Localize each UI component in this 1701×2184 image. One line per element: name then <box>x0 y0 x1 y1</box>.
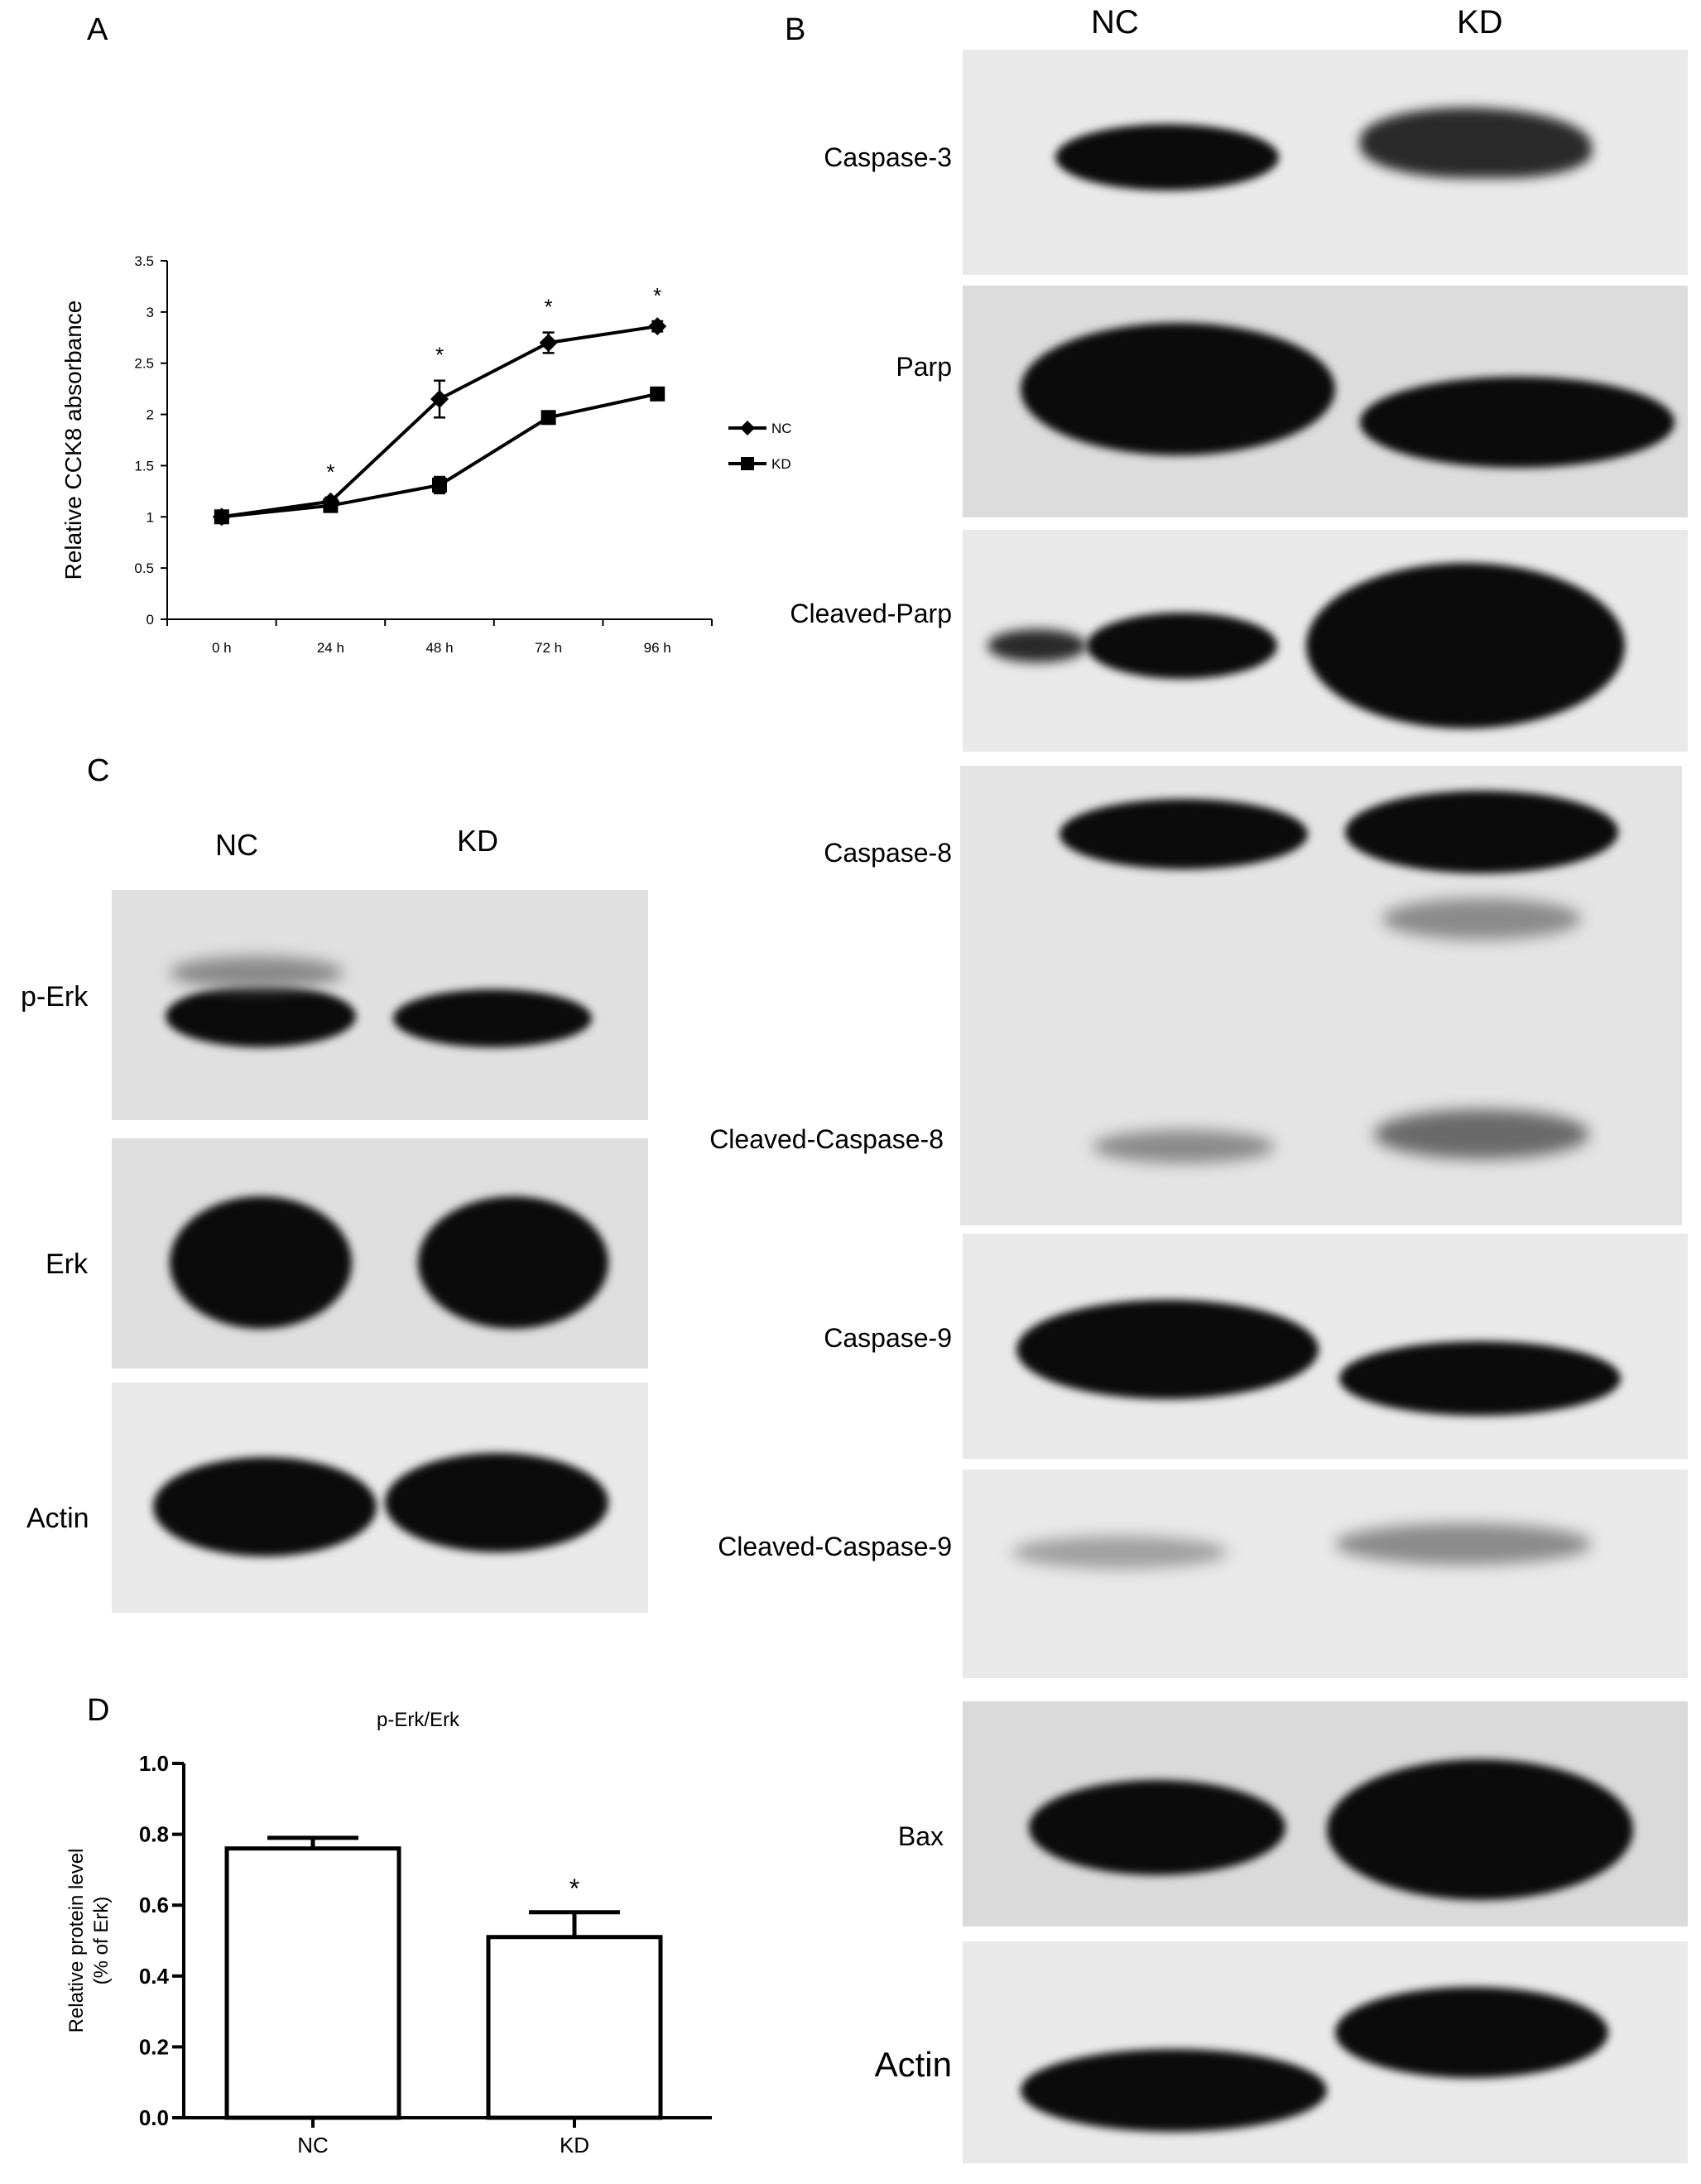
y-axis-title: Relative protein level <box>65 1849 88 2033</box>
blot-label-parp: Parp <box>896 352 952 382</box>
c-blot-label-p-erk: p-Erk <box>21 981 89 1013</box>
blot-caspase-9 <box>963 1234 1688 1459</box>
legend-label-nc: NC <box>771 421 792 436</box>
y-tick-label: 0.5 <box>134 560 154 576</box>
blot-label-actin: Actin <box>874 2045 952 2084</box>
point-kd <box>214 509 229 525</box>
bar-kd <box>486 1935 663 2120</box>
significance-marker: * <box>435 343 444 368</box>
blot-erk <box>112 1138 648 1369</box>
c-lane-header-nc: NC <box>215 828 258 862</box>
cck8-line-chart: 0 0.5 1 1.5 2 2.5 3 3.5 0 h 24 h 48 h 72 h 96 h Relat… <box>60 253 792 656</box>
blot-label-caspase-8: Caspase-8 <box>824 838 952 868</box>
blot-label-cleaved-caspase-8: Cleaved-Caspase-8 <box>709 1124 944 1154</box>
x-tick-label: KD <box>560 2133 589 2158</box>
lane-header-kd: KD <box>1457 4 1503 41</box>
y-axis-title: Relative CCK8 absorbance <box>60 301 86 580</box>
y-tick-label: 0 <box>147 612 154 628</box>
y-tick-label: 0.0 <box>139 2105 169 2130</box>
blot-label-bax: Bax <box>897 1821 944 1851</box>
point-kd <box>541 410 556 426</box>
significance-marker: * <box>545 295 553 320</box>
y-tick-label: 0.8 <box>139 1822 169 1847</box>
significance-marker: * <box>653 283 661 308</box>
blot-actin-b <box>963 1941 1688 2163</box>
perk-bar-chart: p-Erk/Erk 0.0 0.2 0.4 0.6 0.8 1.0 Relative prot… <box>65 1709 712 2158</box>
y-axis-title-2: (% of Erk) <box>90 1897 113 1985</box>
bar-nc <box>224 1846 401 2120</box>
blot-label-cleaved-caspase-9: Cleaved-Caspase-9 <box>718 1532 952 1561</box>
y-tick-label: 2.5 <box>134 356 154 372</box>
panel-letter-b: B <box>785 12 806 47</box>
point-kd <box>432 477 447 493</box>
blot-actin-c <box>112 1383 648 1613</box>
y-tick-label: 3 <box>147 305 154 320</box>
point-nc <box>648 317 667 336</box>
blot-p-erk <box>112 890 648 1120</box>
blot-caspase-3 <box>963 50 1688 275</box>
point-kd <box>650 386 666 402</box>
chart-title: p-Erk/Erk <box>377 1709 460 1731</box>
x-tick-label: 24 h <box>317 640 344 656</box>
y-tick-label: 0.6 <box>139 1893 169 1917</box>
y-tick-label: 1 <box>147 509 154 525</box>
panel-letter-a: A <box>87 12 108 47</box>
legend-label-kd: KD <box>771 456 791 472</box>
panel-letter-c: C <box>87 753 110 788</box>
lane-header-nc: NC <box>1091 4 1139 41</box>
x-tick-label: 72 h <box>535 640 562 656</box>
c-blot-label-actin: Actin <box>26 1503 89 1534</box>
blot-label-cleaved-parp: Cleaved-Parp <box>790 599 952 628</box>
point-nc <box>539 333 558 352</box>
blot-label-caspase-3: Caspase-3 <box>824 142 952 172</box>
x-tick-label: 48 h <box>425 640 453 656</box>
y-tick-label: 0.4 <box>139 1964 170 1989</box>
c-blot-label-erk: Erk <box>46 1248 88 1280</box>
legend-marker <box>740 421 755 435</box>
point-kd <box>323 498 339 513</box>
y-tick-label: 3.5 <box>134 253 154 269</box>
blot-cleaved-parp <box>963 530 1688 752</box>
x-tick-label: 0 h <box>212 640 232 656</box>
blot-cleaved-caspase-9 <box>963 1470 1688 1678</box>
x-tick-label: NC <box>297 2133 329 2158</box>
blot-label-caspase-9: Caspase-9 <box>824 1323 952 1353</box>
x-tick-label: 96 h <box>644 640 671 656</box>
y-tick-label: 1.5 <box>134 458 154 474</box>
y-tick-label: 1.0 <box>139 1751 169 1776</box>
point-nc <box>430 390 449 409</box>
panel-letter-d: D <box>87 1693 110 1728</box>
significance-marker: * <box>569 1874 579 1903</box>
y-tick-label: 2 <box>147 407 154 423</box>
y-tick-label: 0.2 <box>139 2034 169 2059</box>
c-lane-header-kd: KD <box>457 824 499 858</box>
blot-caspase-8 <box>960 766 1682 1225</box>
blot-parp <box>963 286 1688 517</box>
blot-bax <box>963 1701 1688 1927</box>
significance-marker: * <box>326 459 334 484</box>
legend-marker <box>741 457 754 470</box>
